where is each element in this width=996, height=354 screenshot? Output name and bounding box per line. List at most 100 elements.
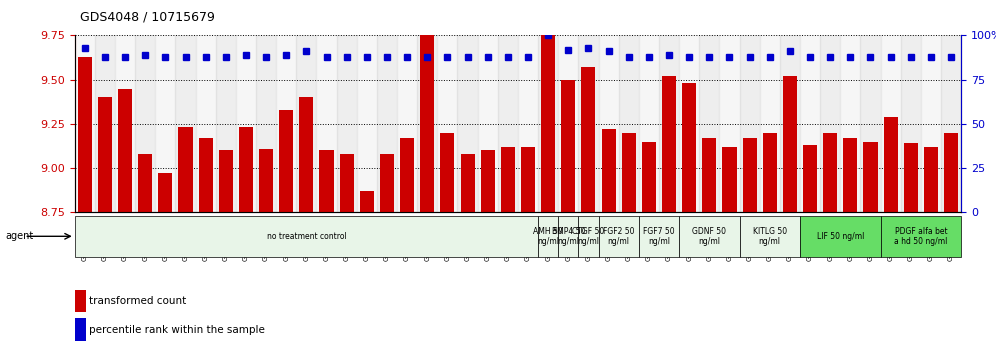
Bar bbox=[739, 35, 760, 212]
Text: transformed count: transformed count bbox=[89, 296, 186, 306]
Bar bbox=[276, 35, 297, 212]
Bar bbox=[300, 97, 314, 212]
Bar bbox=[75, 290, 86, 312]
Bar bbox=[638, 216, 679, 257]
Bar bbox=[98, 97, 112, 212]
Bar bbox=[95, 35, 115, 212]
Bar bbox=[417, 35, 437, 212]
Bar bbox=[138, 154, 152, 212]
Bar bbox=[118, 88, 132, 212]
Bar bbox=[236, 35, 256, 212]
Bar bbox=[397, 35, 417, 212]
Bar bbox=[619, 35, 638, 212]
Bar bbox=[803, 145, 817, 212]
Bar bbox=[739, 216, 800, 257]
Bar bbox=[175, 35, 195, 212]
Text: no treatment control: no treatment control bbox=[267, 232, 347, 241]
Text: CTGF 50
ng/ml: CTGF 50 ng/ml bbox=[573, 227, 605, 246]
Bar bbox=[317, 35, 337, 212]
Bar bbox=[360, 191, 374, 212]
Bar bbox=[883, 117, 897, 212]
Bar bbox=[440, 133, 454, 212]
Text: FGF2 50
ng/ml: FGF2 50 ng/ml bbox=[603, 227, 634, 246]
Bar bbox=[498, 35, 518, 212]
Bar bbox=[75, 216, 538, 257]
Bar bbox=[699, 35, 719, 212]
Bar bbox=[903, 143, 918, 212]
Bar bbox=[158, 173, 172, 212]
Bar bbox=[702, 138, 716, 212]
Bar bbox=[579, 35, 599, 212]
Bar bbox=[219, 150, 233, 212]
Bar bbox=[622, 133, 635, 212]
Bar bbox=[743, 138, 757, 212]
Bar bbox=[198, 138, 213, 212]
Bar bbox=[659, 35, 679, 212]
Bar bbox=[239, 127, 253, 212]
Bar bbox=[682, 83, 696, 212]
Bar bbox=[541, 35, 555, 212]
Text: GDNF 50
ng/ml: GDNF 50 ng/ml bbox=[692, 227, 726, 246]
Bar bbox=[602, 129, 616, 212]
Bar bbox=[582, 67, 596, 212]
Bar bbox=[75, 318, 86, 341]
Bar bbox=[558, 216, 579, 257]
Bar bbox=[518, 35, 538, 212]
Text: AMH 50
ng/ml: AMH 50 ng/ml bbox=[533, 227, 563, 246]
Bar bbox=[880, 35, 900, 212]
Bar bbox=[662, 76, 676, 212]
Bar bbox=[944, 133, 958, 212]
Bar bbox=[783, 76, 797, 212]
Bar bbox=[340, 154, 354, 212]
Bar bbox=[501, 147, 515, 212]
Bar bbox=[924, 147, 938, 212]
Bar bbox=[599, 35, 619, 212]
Bar bbox=[921, 35, 941, 212]
Bar bbox=[760, 35, 780, 212]
Bar bbox=[844, 138, 858, 212]
Bar bbox=[579, 216, 599, 257]
Bar bbox=[478, 35, 498, 212]
Text: KITLG 50
ng/ml: KITLG 50 ng/ml bbox=[753, 227, 787, 246]
Bar bbox=[941, 35, 961, 212]
Bar bbox=[457, 35, 478, 212]
Text: LIF 50 ng/ml: LIF 50 ng/ml bbox=[817, 232, 864, 241]
Bar bbox=[800, 35, 820, 212]
Bar bbox=[178, 127, 192, 212]
Bar bbox=[780, 35, 800, 212]
Bar bbox=[297, 35, 317, 212]
Bar bbox=[800, 216, 880, 257]
Text: GDS4048 / 10715679: GDS4048 / 10715679 bbox=[80, 11, 214, 24]
Bar bbox=[900, 35, 921, 212]
Bar bbox=[861, 35, 880, 212]
Bar bbox=[376, 35, 397, 212]
Bar bbox=[400, 138, 414, 212]
Bar bbox=[521, 147, 535, 212]
Bar bbox=[679, 216, 739, 257]
Text: agent: agent bbox=[5, 231, 33, 241]
Bar bbox=[561, 80, 576, 212]
Bar bbox=[75, 35, 95, 212]
Bar bbox=[641, 142, 656, 212]
Bar bbox=[216, 35, 236, 212]
Text: FGF7 50
ng/ml: FGF7 50 ng/ml bbox=[643, 227, 674, 246]
Bar bbox=[279, 110, 293, 212]
Bar bbox=[864, 142, 877, 212]
Bar bbox=[155, 35, 175, 212]
Bar bbox=[320, 150, 334, 212]
Text: BMP4 50
ng/ml: BMP4 50 ng/ml bbox=[552, 227, 585, 246]
Bar bbox=[638, 35, 659, 212]
Bar bbox=[357, 35, 376, 212]
Bar bbox=[437, 35, 457, 212]
Bar bbox=[115, 35, 135, 212]
Bar bbox=[841, 35, 861, 212]
Bar bbox=[763, 133, 777, 212]
Bar bbox=[337, 35, 357, 212]
Text: percentile rank within the sample: percentile rank within the sample bbox=[89, 325, 265, 335]
Bar bbox=[259, 149, 273, 212]
Bar bbox=[481, 150, 495, 212]
Bar bbox=[719, 35, 739, 212]
Bar bbox=[722, 147, 736, 212]
Bar bbox=[460, 154, 475, 212]
Bar bbox=[558, 35, 579, 212]
